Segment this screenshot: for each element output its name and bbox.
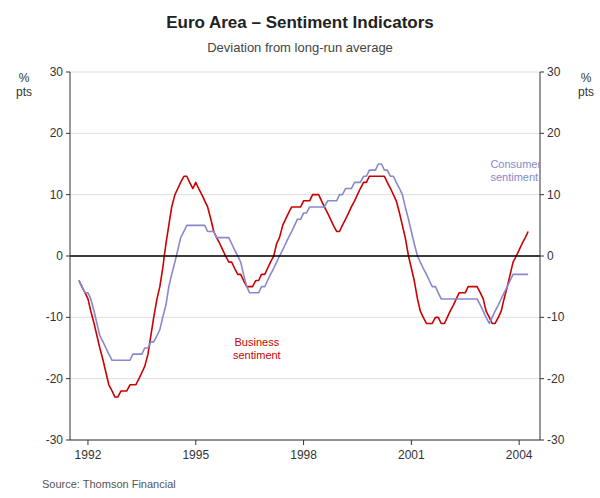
- text-line: Consumer: [490, 158, 541, 170]
- y2-tick: [540, 72, 544, 73]
- subtitle: Deviation from long-run average: [207, 40, 393, 55]
- y2-tick: [540, 194, 544, 195]
- y-axis-label: %pts: [16, 71, 32, 99]
- y2-tick-label: 0: [547, 249, 554, 263]
- y-tick-label: 30: [50, 65, 64, 79]
- x-axis-line: [70, 440, 540, 441]
- text-line: %: [581, 71, 592, 85]
- y-tick: [66, 378, 70, 379]
- y-tick-label: 10: [50, 188, 64, 202]
- y-tick-label: -30: [46, 433, 64, 447]
- zero-line: [70, 255, 540, 257]
- x-tick: [411, 440, 412, 445]
- x-tick: [303, 440, 304, 445]
- axes: 1992 1995 1998 2001 2004 -30 -20 -10 0 10 20 30 -30 -…: [46, 65, 565, 462]
- y-tick: [66, 256, 70, 257]
- text-line: Business: [235, 336, 280, 348]
- x-tick: [195, 440, 196, 445]
- y-tick-label: -20: [46, 372, 64, 386]
- x-tick-label: 1995: [182, 448, 209, 462]
- grid-line: [70, 317, 540, 318]
- y2-tick: [540, 440, 544, 441]
- plot-area: [70, 164, 540, 397]
- y2-tick-label: 20: [547, 126, 561, 140]
- text-line: pts: [578, 85, 594, 99]
- y2-tick: [540, 256, 544, 257]
- grid-line: [70, 194, 540, 195]
- text-line: sentiment: [233, 349, 281, 361]
- y2-axis-label: %pts: [578, 71, 594, 99]
- grid: [70, 72, 540, 440]
- line-label: Consumersentiment: [490, 158, 541, 183]
- y-tick: [66, 72, 70, 73]
- y-tick: [66, 440, 70, 441]
- y2-tick: [540, 133, 544, 134]
- y2-tick: [540, 378, 544, 379]
- source: Source: Thomson Financial: [42, 478, 176, 490]
- grid-line: [70, 72, 540, 73]
- x-tick-label: 1998: [290, 448, 317, 462]
- x-tick-label: 2001: [398, 448, 425, 462]
- grid-line: [70, 440, 540, 441]
- y2-tick-label: 30: [547, 65, 561, 79]
- x-tick: [87, 440, 88, 445]
- y-tick-label: -10: [46, 310, 64, 324]
- title: Euro Area – Sentiment Indicators: [166, 13, 434, 32]
- y2-tick-label: -10: [547, 310, 565, 324]
- series-line: [79, 176, 528, 397]
- y-tick: [66, 194, 70, 195]
- grid-line: [70, 133, 540, 134]
- y2-tick-label: 10: [547, 188, 561, 202]
- grid-line: [70, 378, 540, 379]
- y2-tick-label: -20: [547, 372, 565, 386]
- x-tick: [519, 440, 520, 445]
- line-label: Businesssentiment: [233, 336, 281, 361]
- text-line: sentiment: [490, 171, 538, 183]
- y-tick-label: 20: [50, 126, 64, 140]
- grid-line: [70, 256, 540, 257]
- series-line: [79, 164, 528, 360]
- x-tick-label: 2004: [506, 448, 533, 462]
- y2-tick-label: -30: [547, 433, 565, 447]
- x-tick-label: 1992: [75, 448, 102, 462]
- y-tick-label: 0: [56, 249, 63, 263]
- y-tick: [66, 317, 70, 318]
- text-line: %: [19, 71, 30, 85]
- chart: Euro Area – Sentiment Indicators Deviatio…: [0, 0, 600, 498]
- background: [0, 0, 600, 498]
- y2-tick: [540, 317, 544, 318]
- y-tick: [66, 133, 70, 134]
- text-line: pts: [16, 85, 32, 99]
